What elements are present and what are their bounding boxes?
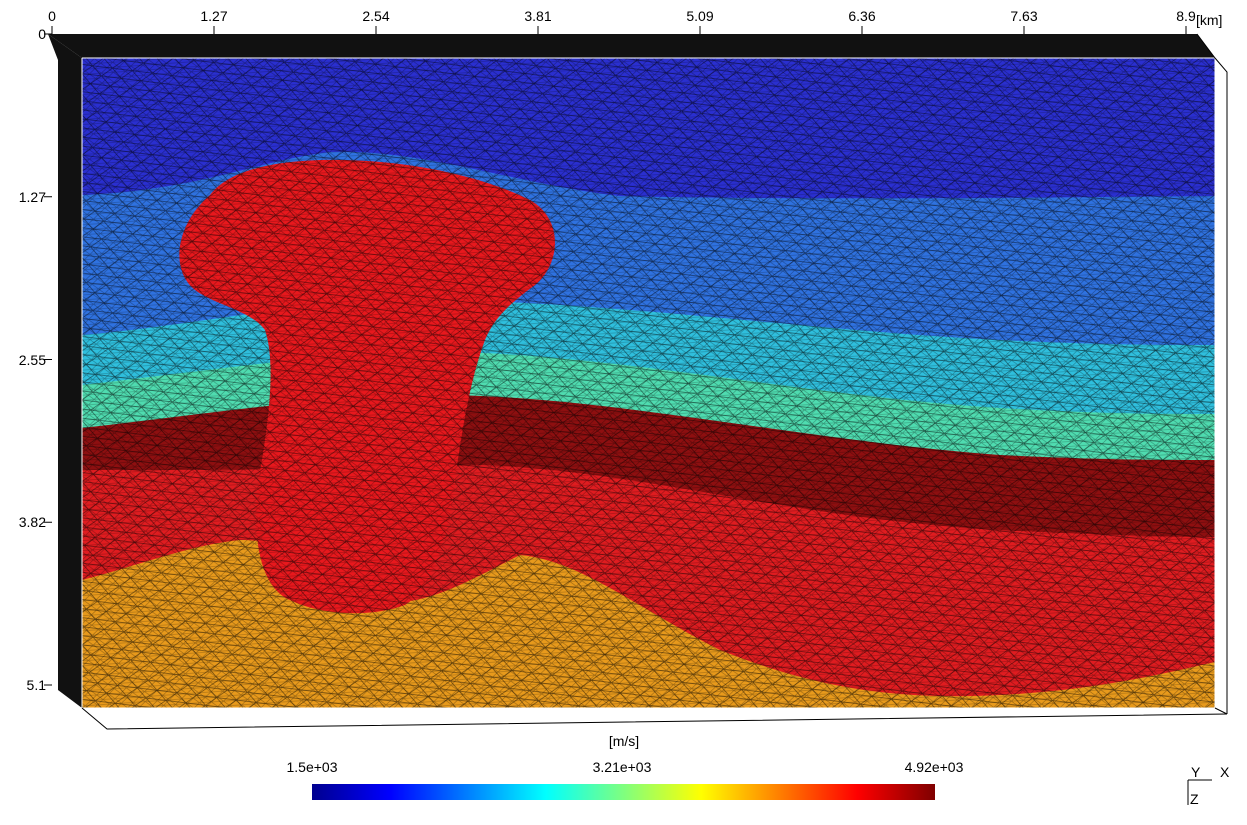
orientation-y-label: Y	[1191, 764, 1201, 780]
colorbar	[312, 784, 935, 800]
front-face	[82, 58, 1215, 708]
box-edge-bottom	[81, 707, 1228, 730]
y-tick-label: 5.1	[26, 677, 46, 693]
colorbar-max-label: 4.92e+03	[904, 759, 964, 775]
box-edge-right	[1196, 33, 1228, 714]
y-axis-ticks	[44, 33, 52, 686]
colorbar-mid-label: 3.21e+03	[592, 759, 652, 775]
x-tick-label: 5.09	[686, 8, 714, 24]
orientation-x-label: X	[1220, 764, 1230, 780]
colorbar-min-label: 1.5e+03	[286, 759, 338, 775]
orientation-axes	[1187, 779, 1212, 805]
y-tick-label: 1.27	[18, 188, 46, 205]
left-face	[48, 34, 82, 708]
x-tick-label: 1.27	[200, 8, 228, 24]
y-tick-label: 0	[38, 26, 46, 42]
top-face	[48, 34, 1215, 58]
x-axis-ticks	[51, 26, 1187, 34]
x-tick-label: 0	[48, 8, 56, 24]
box-edge-bottom-right	[1214, 707, 1228, 715]
colorbar-unit: [m/s]	[608, 733, 640, 749]
x-tick-label: 8.9	[1176, 8, 1196, 24]
x-tick-label: 2.54	[362, 8, 390, 24]
x-tick-label: 3.81	[524, 8, 552, 24]
orientation-z-label: Z	[1190, 791, 1199, 807]
x-tick-label: 6.36	[848, 8, 876, 24]
x-tick-label: 7.63	[1010, 8, 1038, 24]
y-tick-label: 3.82	[18, 514, 46, 531]
y-tick-label: 2.55	[18, 351, 46, 368]
x-axis-unit: [km]	[1196, 12, 1223, 28]
